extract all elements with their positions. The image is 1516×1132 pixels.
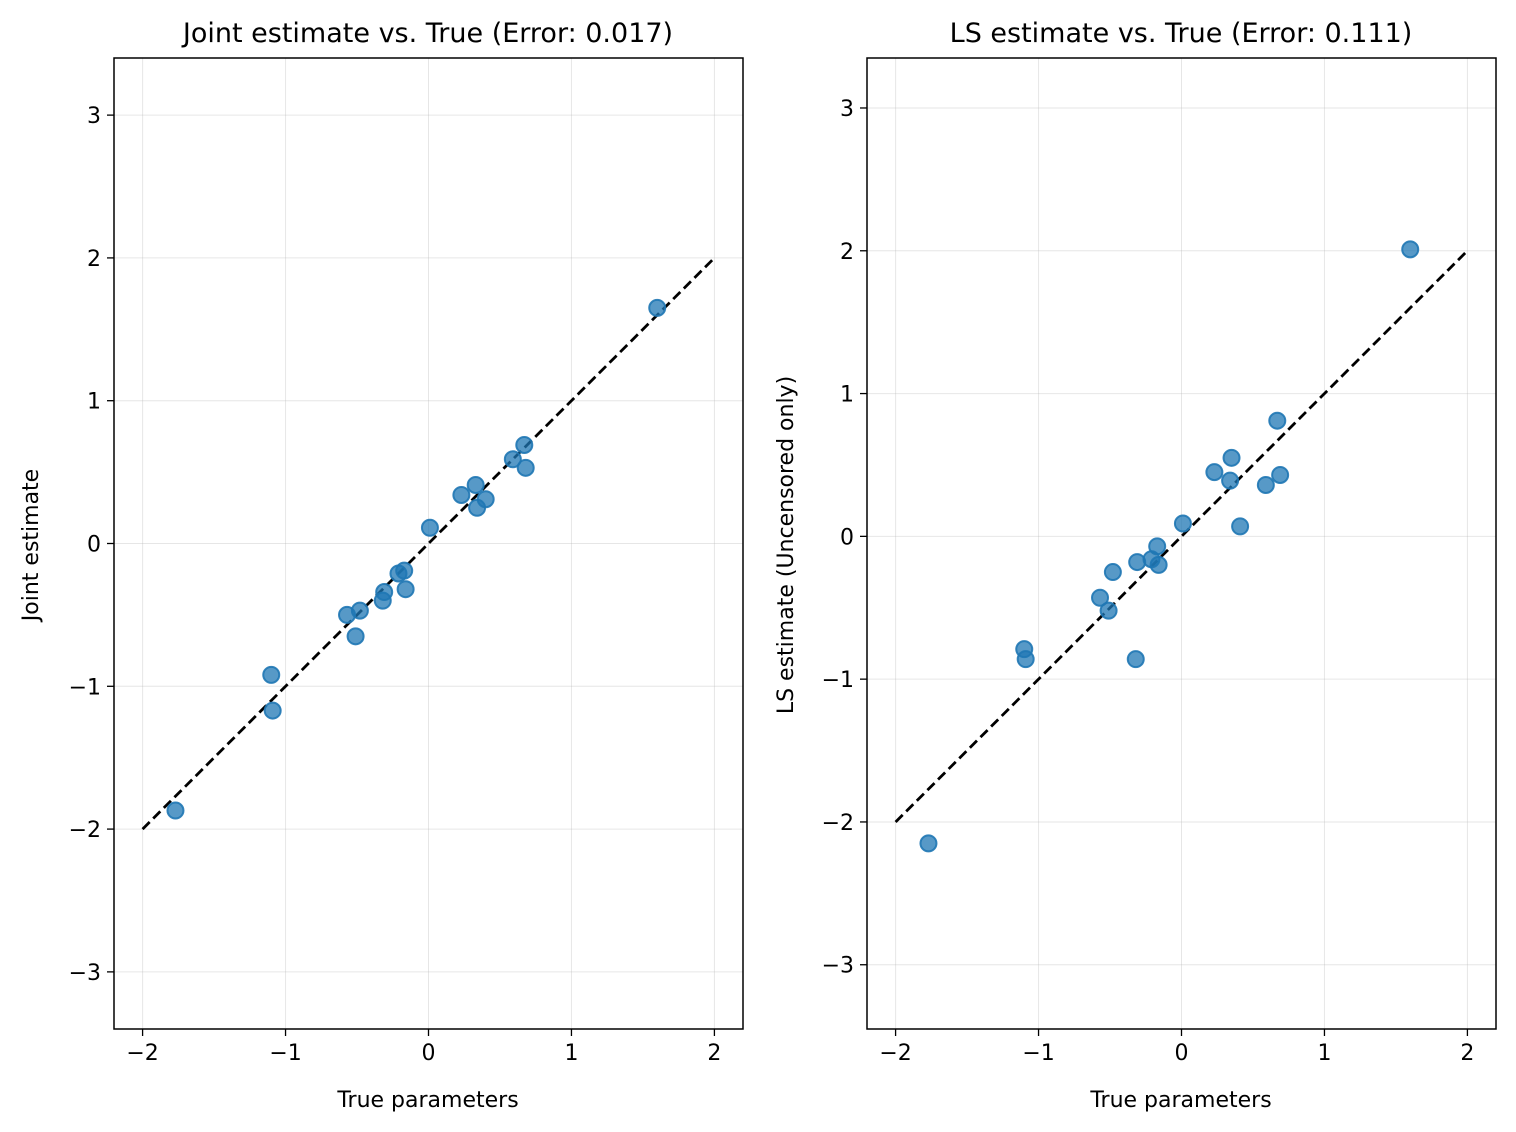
joint-data-point — [396, 580, 415, 599]
ls-data-point — [919, 834, 938, 853]
joint-y-tick-label: −3 — [69, 961, 101, 986]
joint-data-point — [466, 475, 485, 494]
joint-y-tick-label: 0 — [87, 533, 101, 558]
ls-x-tick-label: −1 — [1022, 1041, 1054, 1066]
joint-data-point — [515, 435, 534, 454]
joint-x-tick-label: −2 — [126, 1041, 158, 1066]
ls-y-tick-label: −1 — [822, 668, 854, 693]
ls-data-point — [1173, 514, 1192, 533]
ls-y-tick-label: 0 — [840, 525, 854, 550]
ls-x-axis-label: True parameters — [1089, 1088, 1271, 1113]
ls-y-tick-label: 2 — [840, 240, 854, 265]
joint-data-point — [452, 485, 471, 504]
joint-y-tick-label: 3 — [87, 104, 101, 129]
ls-data-point — [1016, 650, 1035, 669]
ls-points — [919, 240, 1420, 853]
ls-data-point — [1231, 517, 1250, 536]
ls-y-tick-label: 1 — [840, 383, 854, 408]
joint-y-tick-label: 2 — [87, 247, 101, 272]
ls-data-point — [1148, 537, 1167, 556]
ls-data-point — [1149, 555, 1168, 574]
ls-data-point — [1271, 465, 1290, 484]
joint-y-tick-label: −1 — [69, 675, 101, 700]
joint-x-tick-label: 2 — [707, 1041, 721, 1066]
ls-y-tick-label: −2 — [822, 811, 854, 836]
ls-data-point — [1221, 471, 1240, 490]
joint-x-tick-label: 1 — [564, 1041, 578, 1066]
ls-grid — [867, 58, 1496, 1029]
joint-x-tick-label: −1 — [269, 1041, 301, 1066]
joint-y-tick-label: 1 — [87, 390, 101, 415]
ls-ticks: −2 −1 0 1 2 −3 −2 −1 0 1 2 3 — [822, 97, 1475, 1066]
joint-estimate-panel: −2 −1 0 1 2 −3 −2 −1 0 1 2 3 Joint estimate vs. Tru… — [19, 18, 744, 1113]
ls-x-tick-label: 2 — [1460, 1041, 1474, 1066]
ls-data-point — [1205, 463, 1224, 482]
joint-data-point — [346, 627, 365, 646]
ls-estimate-panel: −2 −1 0 1 2 −3 −2 −1 0 1 2 3 LS estimate vs. True (… — [774, 18, 1497, 1113]
ls-y-tick-label: −3 — [822, 954, 854, 979]
joint-data-point — [166, 801, 185, 820]
ls-x-tick-label: 0 — [1175, 1041, 1189, 1066]
ls-data-point — [1091, 588, 1110, 607]
ls-data-point — [1222, 448, 1241, 467]
joint-data-point — [262, 665, 281, 684]
joint-data-point — [420, 518, 439, 537]
joint-points — [166, 298, 667, 820]
joint-ticks: −2 −1 0 1 2 −3 −2 −1 0 1 2 3 — [69, 104, 722, 1066]
joint-data-point — [476, 490, 495, 509]
ls-data-point — [1256, 475, 1275, 494]
ls-data-point — [1268, 411, 1287, 430]
ls-data-point — [1128, 553, 1147, 572]
joint-data-point — [395, 561, 414, 580]
joint-data-point — [263, 701, 282, 720]
ls-data-point — [1401, 240, 1420, 259]
joint-y-tick-label: −2 — [69, 818, 101, 843]
ls-x-tick-label: −2 — [879, 1041, 911, 1066]
joint-data-point — [648, 298, 667, 317]
joint-data-point — [516, 458, 535, 477]
joint-chart-title: Joint estimate vs. True (Error: 0.017) — [181, 18, 673, 49]
ls-chart-title: LS estimate vs. True (Error: 0.111) — [950, 18, 1413, 49]
joint-data-point — [350, 601, 369, 620]
ls-x-tick-label: 1 — [1317, 1041, 1331, 1066]
ls-y-tick-label: 3 — [840, 97, 854, 122]
joint-x-tick-label: 0 — [422, 1041, 436, 1066]
ls-y-axis-label: LS estimate (Uncensored only) — [774, 376, 799, 714]
ls-data-point — [1099, 601, 1118, 620]
ls-data-point — [1103, 563, 1122, 582]
joint-data-point — [375, 583, 394, 602]
ls-data-point — [1126, 650, 1145, 669]
joint-grid — [114, 58, 743, 1029]
joint-x-axis-label: True parameters — [336, 1088, 518, 1113]
joint-y-axis-label: Joint estimate — [19, 469, 44, 623]
joint-data-point — [503, 450, 522, 469]
